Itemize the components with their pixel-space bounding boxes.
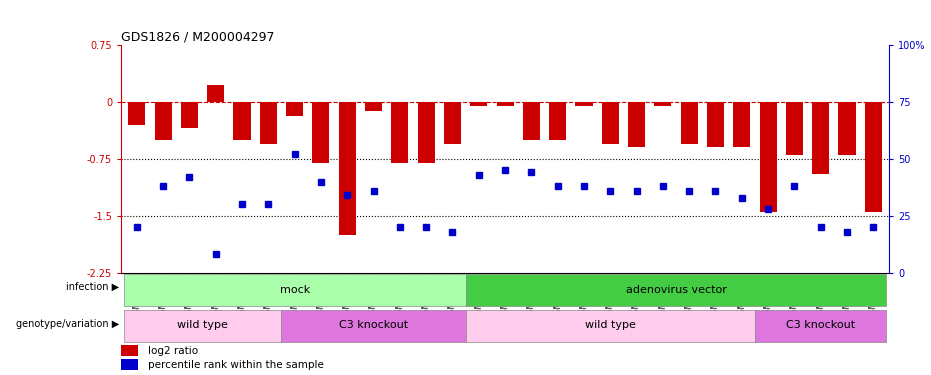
Bar	[155, 102, 171, 140]
Bar	[313, 102, 330, 163]
Text: mock: mock	[279, 285, 310, 295]
Bar	[234, 102, 250, 140]
Bar	[124, 310, 281, 342]
Bar	[786, 102, 803, 155]
Bar	[281, 310, 466, 342]
Bar	[339, 102, 356, 235]
Text: C3 knockout: C3 knockout	[786, 320, 856, 330]
Bar	[181, 102, 198, 129]
Bar	[128, 102, 145, 125]
Bar	[681, 102, 697, 144]
Bar	[124, 274, 466, 306]
Bar	[260, 102, 277, 144]
Bar	[549, 102, 566, 140]
Bar	[121, 345, 138, 356]
Bar	[865, 102, 882, 212]
Bar	[654, 102, 671, 106]
Bar	[755, 310, 886, 342]
Bar	[575, 102, 592, 106]
Bar	[760, 102, 776, 212]
Text: infection ▶: infection ▶	[66, 282, 119, 292]
Text: adenovirus vector: adenovirus vector	[626, 285, 726, 295]
Bar	[444, 102, 461, 144]
Text: percentile rank within the sample: percentile rank within the sample	[148, 360, 324, 370]
Bar	[121, 359, 138, 370]
Bar	[391, 102, 409, 163]
Bar	[466, 310, 755, 342]
Bar	[365, 102, 382, 111]
Bar	[418, 102, 435, 163]
Text: genotype/variation ▶: genotype/variation ▶	[16, 320, 119, 329]
Bar	[601, 102, 619, 144]
Bar	[208, 85, 224, 102]
Bar	[707, 102, 724, 147]
Text: wild type: wild type	[585, 320, 636, 330]
Text: GDS1826 / M200004297: GDS1826 / M200004297	[121, 31, 275, 44]
Bar	[286, 102, 304, 116]
Text: wild type: wild type	[177, 320, 228, 330]
Bar	[523, 102, 540, 140]
Text: C3 knockout: C3 knockout	[339, 320, 408, 330]
Bar	[734, 102, 750, 147]
Bar	[470, 102, 487, 106]
Bar	[496, 102, 514, 106]
Bar	[466, 274, 886, 306]
Bar	[628, 102, 645, 147]
Bar	[812, 102, 830, 174]
Bar	[839, 102, 856, 155]
Text: log2 ratio: log2 ratio	[148, 346, 198, 355]
